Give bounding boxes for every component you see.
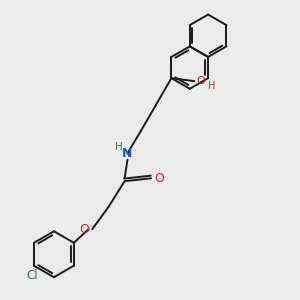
Text: Cl: Cl [27, 269, 38, 282]
Text: N: N [122, 147, 133, 160]
Text: H: H [116, 142, 123, 152]
Text: O: O [154, 172, 164, 185]
Text: O: O [196, 76, 205, 86]
Text: H: H [208, 81, 215, 92]
Text: O: O [79, 223, 89, 236]
